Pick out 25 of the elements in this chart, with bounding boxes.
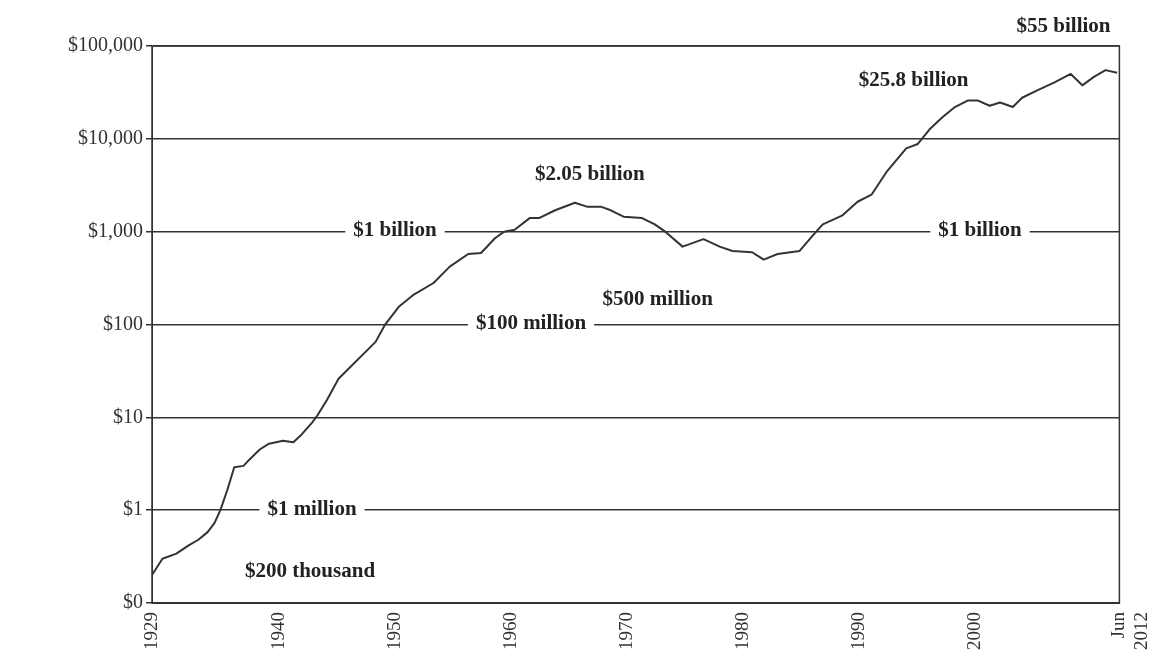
y-tick-label: $10: [113, 404, 143, 427]
y-tick-label: $1,000: [88, 218, 143, 241]
x-tick-label: 1950: [383, 612, 405, 650]
x-tick-label: 1980: [730, 612, 752, 650]
y-tick-label: $0: [123, 590, 143, 613]
x-tick-label: 2000: [962, 612, 984, 650]
annotation: $1 million: [267, 496, 357, 521]
x-tick-label: 1960: [499, 612, 521, 650]
annotation: $55 billion: [1016, 12, 1111, 37]
annotation: $100 million: [475, 310, 587, 335]
x-tick-label: 1940: [267, 612, 289, 650]
y-tick-label: $1: [123, 497, 143, 520]
annotation: $1 billion: [938, 217, 1023, 242]
annotation: $2.05 billion: [535, 161, 646, 186]
x-tick-label: 1929: [139, 612, 161, 650]
annotation: $25.8 billion: [858, 67, 969, 92]
annotation: $500 million: [602, 286, 714, 311]
annotation: $1 billion: [353, 217, 438, 242]
y-tick-label: $100: [103, 311, 143, 334]
y-tick-label: $100,000: [68, 33, 143, 56]
x-tick-label: 1990: [846, 612, 868, 650]
annotation: $200 thousand: [244, 558, 376, 583]
x-tick-label: Jun 2012: [1107, 611, 1152, 650]
y-tick-label: $10,000: [78, 126, 143, 149]
x-tick-label: 1970: [615, 612, 636, 650]
